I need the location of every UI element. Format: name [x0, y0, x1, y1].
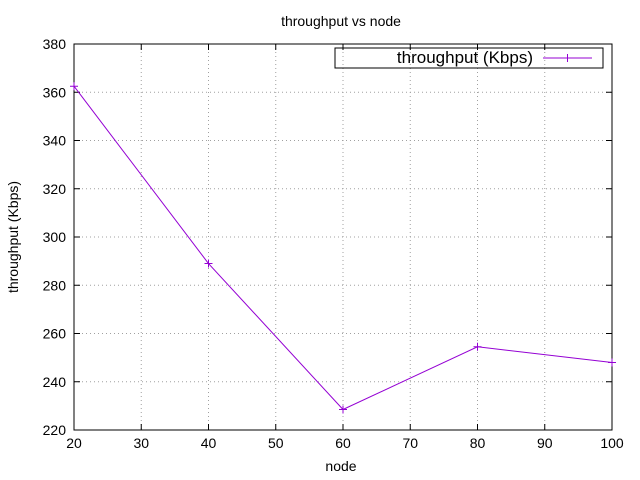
data-point-marker	[473, 342, 482, 351]
y-tick-label: 240	[43, 374, 67, 390]
y-tick-label: 320	[43, 181, 67, 197]
x-tick-label: 20	[66, 435, 82, 451]
chart-title: throughput vs node	[281, 13, 401, 29]
data-series	[70, 82, 616, 414]
y-tick-label: 300	[43, 229, 67, 245]
data-point-marker	[70, 82, 78, 91]
series-line	[73, 85, 613, 411]
y-tick-label: 340	[43, 133, 67, 149]
x-tick-label: 60	[335, 435, 351, 451]
legend: throughput (Kbps)	[334, 47, 604, 69]
data-point-marker	[608, 358, 616, 367]
axis-ticks: 20 30 40 50 60 70 80 90 100 220 240 260 280 300 320 340…	[43, 36, 624, 451]
x-tick-label: 100	[600, 435, 624, 451]
data-point-marker	[204, 259, 213, 268]
y-tick-label: 380	[43, 36, 67, 52]
legend-label: throughput (Kbps)	[397, 48, 533, 67]
y-axis-label: throughput (Kbps)	[5, 181, 21, 293]
x-tick-label: 40	[201, 435, 217, 451]
x-axis-label: node	[325, 458, 356, 474]
x-tick-label: 80	[470, 435, 486, 451]
y-tick-label: 260	[43, 326, 67, 342]
legend-marker	[563, 54, 572, 62]
x-tick-label: 30	[133, 435, 149, 451]
y-tick-label: 220	[43, 422, 67, 438]
y-tick-label: 280	[43, 277, 67, 293]
data-point-marker	[339, 405, 347, 414]
y-tick-label: 360	[43, 84, 67, 100]
legend-box	[334, 47, 604, 69]
x-tick-label: 50	[268, 435, 284, 451]
x-tick-label: 70	[402, 435, 418, 451]
grid-lines	[74, 44, 612, 430]
x-tick-label: 90	[537, 435, 553, 451]
